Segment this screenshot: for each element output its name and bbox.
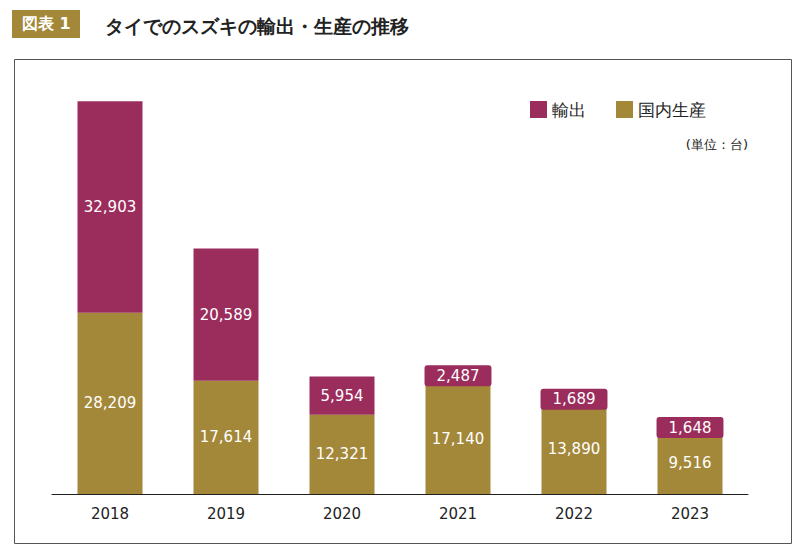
svg-text:9,516: 9,516 [669,454,712,472]
svg-text:20,589: 20,589 [200,306,253,324]
svg-text:2018: 2018 [91,505,129,523]
svg-text:図表 1: 図表 1 [22,14,71,33]
svg-text:18,275: 18,275 [318,355,367,371]
svg-text:(単位：台): (単位：台) [686,137,748,152]
svg-text:61,112: 61,112 [86,79,135,95]
svg-text:11,164: 11,164 [666,400,715,416]
svg-text:国内生産: 国内生産 [638,100,706,120]
svg-text:28,209: 28,209 [84,394,137,412]
svg-text:タイでのスズキの輸出・生産の推移: タイでのスズキの輸出・生産の推移 [105,15,409,37]
svg-text:15,579: 15,579 [550,372,599,388]
svg-text:13,890: 13,890 [548,440,601,458]
svg-text:19,627: 19,627 [434,346,483,362]
svg-text:2019: 2019 [207,505,245,523]
svg-text:1,689: 1,689 [553,390,596,408]
svg-text:2023: 2023 [671,505,709,523]
svg-text:2020: 2020 [323,505,361,523]
svg-text:12,321: 12,321 [316,445,369,463]
svg-text:32,903: 32,903 [84,198,137,216]
svg-text:17,614: 17,614 [200,428,253,446]
svg-text:輸出: 輸出 [552,100,586,120]
svg-text:2022: 2022 [555,505,593,523]
svg-text:17,140: 17,140 [432,430,485,448]
svg-text:2,487: 2,487 [437,367,480,385]
svg-text:38,203: 38,203 [202,226,251,242]
svg-text:1,648: 1,648 [669,419,712,437]
svg-text:5,954: 5,954 [321,387,364,405]
svg-text:2021: 2021 [439,505,477,523]
